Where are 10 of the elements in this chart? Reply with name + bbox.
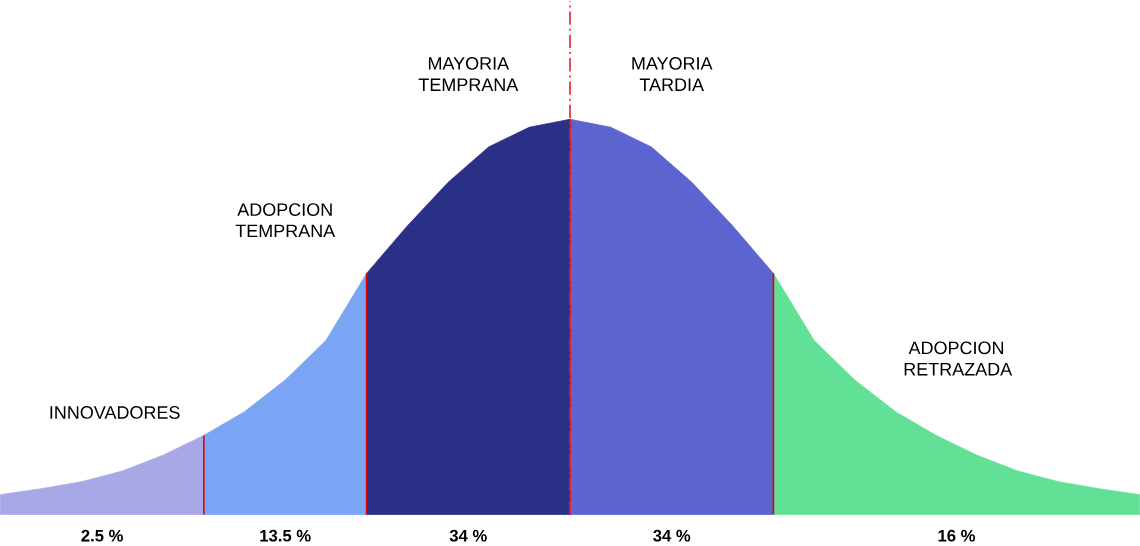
series-label: ADOPCION RETRAZADA bbox=[904, 341, 1013, 376]
text: 34 % bbox=[449, 529, 487, 542]
text: ADOPCION TEMPRANA bbox=[235, 203, 336, 238]
text: MAYORIA TARDIA bbox=[632, 57, 713, 91]
text: 2.5 % bbox=[81, 529, 123, 542]
text: 34 % bbox=[653, 529, 691, 542]
text: 13.5 % bbox=[260, 529, 311, 542]
text: MAYORIA TEMPRANA bbox=[418, 57, 519, 91]
text: 16 % bbox=[938, 529, 976, 542]
series-label: INNOVADORES bbox=[50, 406, 180, 419]
